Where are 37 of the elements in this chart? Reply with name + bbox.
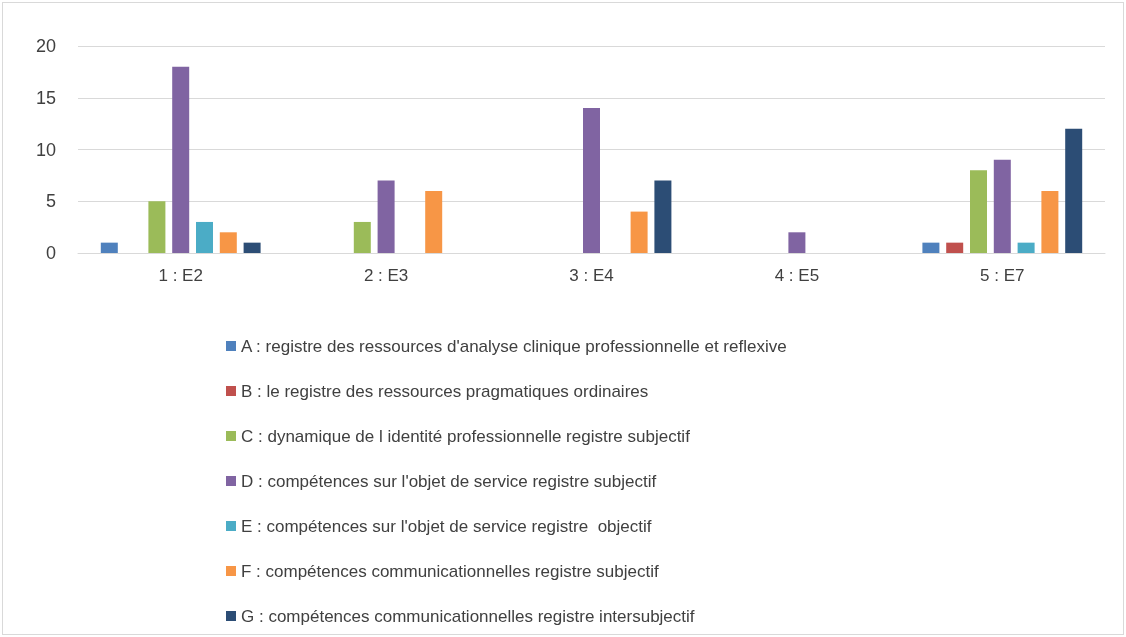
x-tick-label: 4 : E5 <box>774 266 820 285</box>
x-tick-label: 2 : E3 <box>363 266 409 285</box>
legend-label: E : compétences sur l'objet de service registre objectif <box>241 516 652 536</box>
bar <box>377 180 395 253</box>
legend-label: D : compétences sur l'objet de service registre subjectif <box>241 471 657 491</box>
legend-label: A : registre des ressources d'analyse clinique professionnelle et reflexive <box>241 336 787 356</box>
bar <box>993 159 1011 253</box>
bar <box>630 211 648 253</box>
y-tick-label: 20 <box>35 36 56 56</box>
bar <box>583 108 600 253</box>
legend-label: G : compétences communicationnelles registre intersubjectif <box>241 606 695 626</box>
bar <box>219 232 237 253</box>
bar <box>946 242 964 253</box>
bar <box>1065 128 1083 253</box>
y-tick-label: 0 <box>45 243 56 263</box>
legend-label: C : dynamique de l identité professionnelle registre subjectif <box>241 426 691 446</box>
bar <box>1041 190 1059 253</box>
bar <box>970 170 987 253</box>
bar <box>788 232 806 253</box>
bar <box>922 242 940 253</box>
bar <box>654 180 672 253</box>
bar <box>243 242 261 253</box>
y-tick-label: 15 <box>35 87 56 108</box>
y-tick-label: 10 <box>35 139 56 160</box>
bar <box>172 66 190 253</box>
bar <box>100 242 118 253</box>
legend-label: B : le registre des ressources pragmatiques ordinaires <box>241 381 649 401</box>
bar <box>1017 242 1035 253</box>
bar <box>196 221 213 253</box>
bar <box>353 221 371 253</box>
bar <box>148 201 166 253</box>
x-tick-label: 3 : E4 <box>569 266 614 285</box>
y-tick-label: 5 <box>45 191 56 212</box>
x-tick-label: 1 : E2 <box>158 266 203 285</box>
legend-label: F : compétences communicationnelles registre subjectif <box>241 561 659 581</box>
bar <box>425 190 443 253</box>
x-tick-label: 5 : E7 <box>980 266 1025 285</box>
